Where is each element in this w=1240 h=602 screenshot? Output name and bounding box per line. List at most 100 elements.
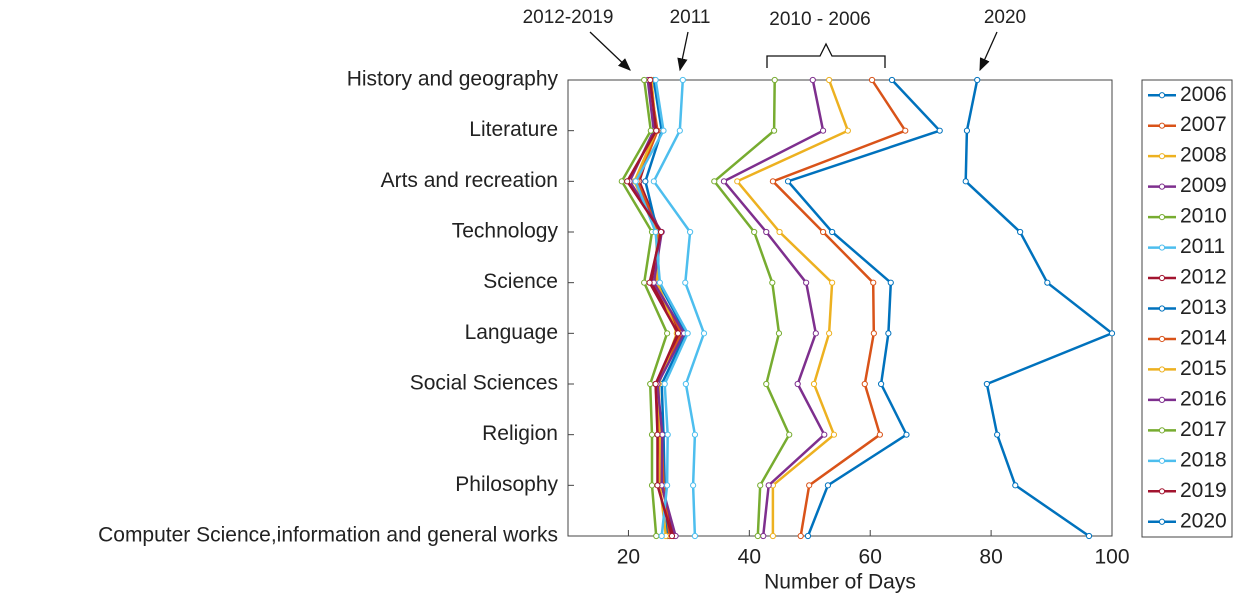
series-line (785, 79, 942, 537)
point (734, 178, 741, 185)
point (647, 127, 654, 134)
point (682, 380, 689, 388)
point (819, 228, 827, 236)
y-tick-label: Philosophy (455, 473, 558, 496)
point (769, 279, 776, 286)
point (887, 279, 894, 286)
point (819, 127, 827, 134)
series-line (625, 79, 680, 537)
point (963, 127, 971, 134)
point (691, 431, 699, 438)
point (888, 76, 896, 84)
point (711, 178, 718, 185)
annotation-arrow (589, 31, 631, 71)
point (1017, 228, 1024, 236)
point (647, 76, 654, 84)
point (624, 178, 631, 185)
point (691, 532, 699, 540)
point (679, 76, 686, 84)
point (686, 228, 694, 236)
legend-label: 2016 (1180, 387, 1227, 410)
point (641, 76, 648, 84)
x-tick-label: 20 (617, 546, 640, 569)
legend-label: 2009 (1180, 174, 1227, 197)
point (936, 127, 943, 134)
point (646, 279, 653, 286)
point (654, 482, 661, 489)
point (771, 76, 778, 84)
legend-marker (1158, 335, 1166, 343)
point (658, 532, 665, 540)
point (775, 330, 783, 337)
point (664, 330, 671, 337)
point (618, 178, 625, 185)
legend-marker (1158, 488, 1166, 495)
annotation: 2011 (670, 7, 711, 28)
point (660, 127, 667, 134)
point (647, 380, 654, 388)
series-line (634, 79, 690, 537)
point (654, 431, 661, 438)
point (826, 76, 833, 84)
point (829, 228, 836, 236)
legend-label: 2011 (1180, 235, 1225, 258)
series-line (770, 79, 908, 537)
point (994, 431, 1001, 438)
legend-label: 2008 (1180, 144, 1227, 167)
point (641, 279, 648, 286)
series-line (644, 79, 688, 537)
x-axis-label: Number of Days (764, 571, 916, 594)
point (962, 178, 969, 185)
legend-marker (1158, 183, 1166, 190)
legend-label: 2006 (1180, 83, 1227, 106)
legend-marker (1158, 92, 1166, 99)
y-tick-label: Arts and recreation (381, 169, 558, 192)
point (786, 431, 793, 438)
series-line (652, 79, 706, 537)
legend-marker (1158, 457, 1166, 464)
y-tick-label: History and geography (347, 68, 559, 91)
legend-label: 2019 (1180, 479, 1227, 502)
legend-label: 2013 (1180, 296, 1227, 319)
annotation: 2012-2019 (523, 7, 614, 28)
point (642, 178, 649, 185)
legend-marker (1158, 366, 1166, 373)
x-tick-label: 40 (738, 546, 761, 569)
annotation-bracket (766, 42, 886, 68)
point (656, 279, 663, 286)
point (769, 532, 777, 540)
series-line (620, 79, 669, 537)
point (885, 330, 892, 337)
point (868, 76, 876, 84)
legend-marker (1158, 518, 1166, 525)
legend-label: 2014 (1180, 327, 1227, 350)
point (760, 532, 767, 540)
legend-marker (1158, 122, 1166, 129)
legend-marker (1158, 396, 1166, 403)
legend-marker (1158, 244, 1166, 251)
y-tick-label: Science (483, 270, 558, 293)
y-tick-label: Social Sciences (410, 372, 558, 395)
y-tick-label: Religion (482, 422, 558, 445)
legend-label: 2015 (1180, 357, 1227, 380)
x-tick-label: 100 (1094, 546, 1129, 569)
point (1012, 482, 1019, 489)
point (829, 279, 836, 286)
legend-label: 2010 (1180, 205, 1227, 228)
legend-marker (1158, 214, 1166, 221)
series-line (735, 79, 850, 536)
legend-label: 2018 (1180, 448, 1227, 471)
series-line (964, 79, 1115, 538)
point (870, 279, 877, 286)
point (974, 76, 981, 84)
point (771, 127, 778, 134)
point (870, 330, 877, 337)
annotation: 2010 - 2006 (769, 9, 870, 30)
point (861, 380, 868, 388)
point (810, 380, 818, 388)
point (902, 127, 909, 134)
point (652, 76, 659, 84)
point (803, 279, 810, 286)
point (648, 482, 656, 489)
